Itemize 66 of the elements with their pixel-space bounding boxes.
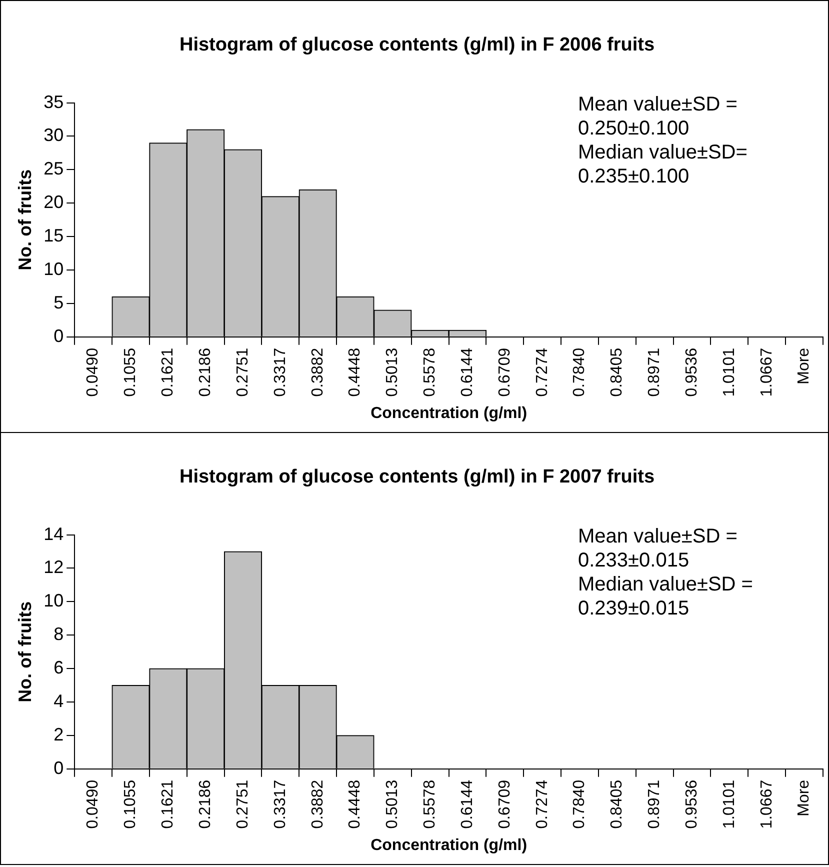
x-tick-label: More [796, 348, 813, 384]
x-tick-label: 0.9536 [683, 780, 700, 829]
x-tick-label: 0.2751 [234, 780, 252, 829]
x-tick-label: 1.0101 [720, 348, 738, 397]
x-tick-label: 0.7274 [534, 780, 551, 829]
x-tick-label: 0.6144 [458, 780, 476, 829]
x-tick-label: 0.6709 [496, 780, 514, 829]
x-tick-label: 0.1621 [160, 780, 177, 829]
y-tick-label: 10 [44, 590, 64, 611]
y-tick-label: 20 [44, 192, 64, 212]
x-tick-label: 0.3882 [309, 780, 326, 829]
y-tick-label: 0 [54, 326, 64, 346]
x-tick-label: 0.8971 [646, 780, 664, 829]
x-tick-label: 0.2751 [234, 348, 252, 397]
annotation: Median value±SD = 0.239±0.015 [578, 573, 753, 620]
x-tick-label: 0.4448 [346, 348, 364, 397]
x-tick-label: 0.5578 [422, 780, 439, 829]
x-tick-label: 0.3317 [272, 348, 289, 397]
y-axis-title: No. of fruits [14, 169, 35, 270]
x-tick-label: 0.5013 [384, 348, 402, 397]
annotation: Mean value±SD = 0.250±0.100 [578, 93, 738, 140]
x-tick-label: 0.1055 [122, 348, 140, 397]
y-tick-label: 6 [54, 658, 64, 678]
x-tick-label: 0.7840 [571, 348, 588, 397]
x-tick-label: 0.7840 [571, 780, 588, 829]
x-tick-label: 0.4448 [346, 780, 364, 829]
x-tick-label: 0.3882 [309, 348, 326, 397]
x-tick-label: 0.0490 [84, 780, 102, 829]
x-axis-title: Concentration (g/ml) [370, 404, 528, 422]
x-tick-label: 0.0490 [84, 348, 102, 397]
x-tick-label: 0.3317 [272, 780, 289, 829]
chart-title: Histogram of glucose contents (g/ml) in F 2007 fruits [179, 466, 655, 488]
y-tick-label: 30 [44, 125, 64, 146]
annotation: Median value±SD= 0.235±0.100 [578, 141, 748, 188]
x-tick-label: 0.2186 [196, 780, 214, 829]
y-tick-label: 35 [44, 92, 64, 112]
annotation: Mean value±SD = 0.233±0.015 [578, 525, 738, 572]
x-tick-label: 1.0101 [720, 780, 738, 829]
y-tick-label: 12 [44, 557, 64, 578]
x-tick-label: 0.6709 [496, 348, 514, 397]
y-tick-label: 14 [44, 524, 64, 544]
y-axis-title: No. of fruits [14, 601, 35, 702]
y-tick-label: 10 [44, 258, 64, 279]
y-tick-label: 25 [44, 158, 64, 179]
x-tick-label: 0.8405 [608, 780, 626, 829]
x-tick-label: 0.2186 [196, 348, 214, 397]
x-tick-label: 0.7274 [534, 348, 551, 397]
x-tick-label: 0.5013 [384, 780, 402, 829]
x-tick-label: 1.0667 [758, 348, 776, 397]
x-tick-label: More [796, 780, 813, 816]
y-tick-label: 15 [44, 226, 64, 246]
x-tick-label: 0.1621 [160, 348, 177, 397]
y-tick-label: 8 [54, 624, 64, 644]
x-tick-label: 0.8971 [646, 348, 664, 397]
x-tick-label: 0.6144 [458, 348, 476, 397]
chart-title: Histogram of glucose contents (g/ml) in F 2006 fruits [179, 34, 655, 56]
y-tick-label: 2 [54, 724, 64, 744]
x-tick-label: 0.8405 [608, 348, 626, 397]
y-tick-label: 5 [54, 292, 64, 312]
y-tick-label: 4 [54, 690, 64, 711]
x-tick-label: 0.5578 [422, 348, 439, 397]
x-tick-label: 1.0667 [758, 780, 776, 829]
x-tick-label: 0.1055 [122, 780, 140, 829]
y-tick-label: 0 [54, 758, 64, 778]
x-tick-label: 0.9536 [683, 348, 700, 397]
x-axis-title: Concentration (g/ml) [370, 836, 528, 854]
